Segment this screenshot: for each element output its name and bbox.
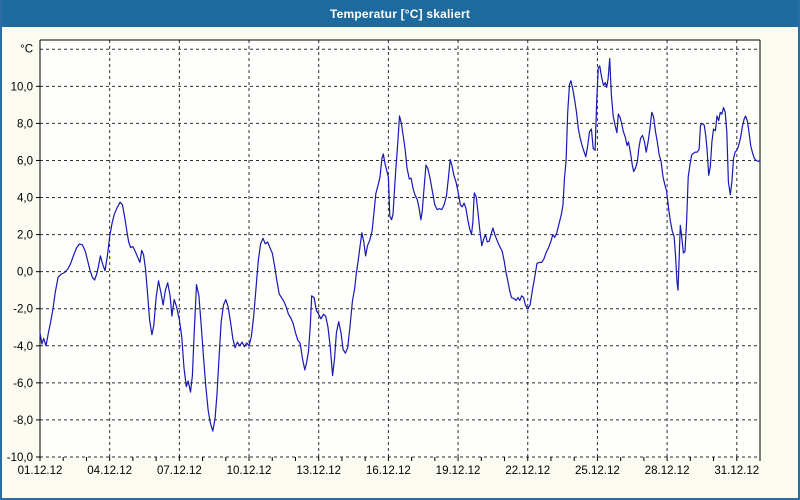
- y-tick-label: -6,0: [13, 378, 33, 390]
- x-tick-label: 22.12.12: [505, 465, 550, 477]
- y-tick-label: 2,0: [17, 230, 33, 242]
- x-tick-label: 28.12.12: [645, 465, 690, 477]
- x-tick-label: 19.12.12: [436, 465, 481, 477]
- x-tick-label: 04.12.12: [87, 465, 132, 477]
- temperature-line: [39, 57, 761, 432]
- title-bar: Temperatur [°C] skaliert: [2, 0, 798, 27]
- y-tick-label: 6,0: [17, 155, 33, 167]
- x-tick-label: 16.12.12: [366, 465, 411, 477]
- x-tick-label: 13.12.12: [296, 465, 341, 477]
- y-tick-label: -4,0: [13, 341, 33, 353]
- x-tick-label: 07.12.12: [157, 465, 202, 477]
- y-tick-label: 8,0: [17, 118, 33, 130]
- y-tick-label: 4,0: [17, 193, 33, 205]
- x-tick-label: 01.12.12: [18, 465, 63, 477]
- x-tick-label: 25.12.12: [575, 465, 620, 477]
- y-tick-label: -8,0: [13, 415, 33, 427]
- y-tick-label: 0,0: [17, 267, 33, 279]
- y-tick-label: -10,0: [7, 452, 33, 464]
- y-tick-label: 10,0: [11, 81, 33, 93]
- chart-title: Temperatur [°C] skaliert: [329, 6, 471, 21]
- plot-background: [40, 40, 760, 457]
- y-tick-label: -2,0: [13, 304, 33, 316]
- y-axis-unit-label: °C: [20, 43, 33, 55]
- x-tick-label: 10.12.12: [227, 465, 272, 477]
- x-tick-label: 31.12.12: [714, 465, 759, 477]
